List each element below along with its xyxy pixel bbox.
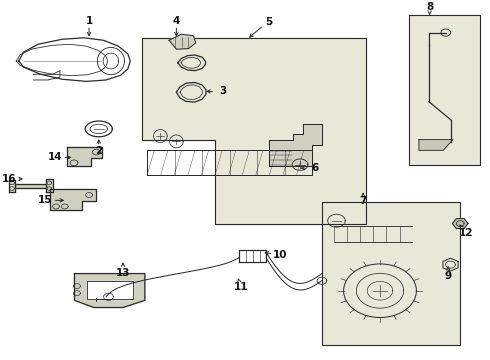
Polygon shape bbox=[67, 147, 102, 166]
Polygon shape bbox=[419, 140, 453, 150]
Polygon shape bbox=[47, 179, 52, 192]
Polygon shape bbox=[50, 189, 97, 210]
FancyBboxPatch shape bbox=[322, 202, 460, 345]
Text: 9: 9 bbox=[444, 271, 452, 281]
Text: 12: 12 bbox=[459, 228, 473, 238]
Text: 16: 16 bbox=[2, 174, 16, 184]
Text: 10: 10 bbox=[273, 250, 288, 260]
Text: 2: 2 bbox=[95, 146, 102, 156]
Text: 1: 1 bbox=[85, 16, 93, 26]
Polygon shape bbox=[15, 184, 47, 188]
Text: 8: 8 bbox=[426, 2, 433, 12]
FancyBboxPatch shape bbox=[409, 15, 480, 165]
Text: 15: 15 bbox=[38, 195, 52, 205]
Polygon shape bbox=[452, 219, 468, 229]
Polygon shape bbox=[169, 34, 196, 49]
Text: 11: 11 bbox=[234, 282, 248, 292]
Text: 5: 5 bbox=[265, 17, 272, 27]
Polygon shape bbox=[74, 274, 145, 307]
Text: 7: 7 bbox=[360, 196, 367, 206]
Text: 13: 13 bbox=[116, 267, 130, 278]
Polygon shape bbox=[9, 180, 15, 192]
Polygon shape bbox=[87, 281, 133, 298]
Text: 3: 3 bbox=[219, 86, 226, 96]
Text: 14: 14 bbox=[48, 153, 62, 162]
Text: 4: 4 bbox=[172, 16, 180, 26]
Text: 6: 6 bbox=[311, 163, 318, 173]
Polygon shape bbox=[269, 123, 322, 166]
Polygon shape bbox=[143, 38, 366, 224]
